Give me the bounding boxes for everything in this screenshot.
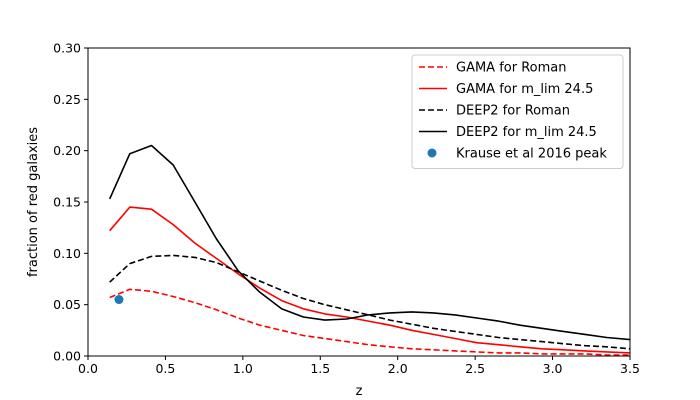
data-point-krause — [114, 295, 124, 305]
x-tick-label: 3.5 — [620, 361, 640, 376]
x-tick-label: 2.0 — [388, 361, 408, 376]
legend-label: Krause et al 2016 peak — [456, 147, 607, 162]
plot-area-frame — [87, 47, 631, 357]
series-line-2 — [109, 206, 631, 354]
legend-label: DEEP2 for Roman — [456, 104, 570, 119]
series-line-1 — [109, 288, 630, 356]
x-tick-label: 2.5 — [465, 361, 485, 376]
ticks-layer: 0.0 0.5 1.0 1.5 2.0 2.5 3.0 3.5 0.00 0.05 0.10 0.15… — [53, 41, 640, 377]
legend: GAMA for Roman GAMA for m_lim 24.5 DEEP2 f… — [411, 54, 624, 169]
y-tick-label: 0.30 — [53, 41, 81, 56]
x-tick-label: 0.5 — [155, 361, 175, 376]
series-layer — [108, 144, 631, 356]
y-tick-label: 0.00 — [53, 349, 81, 364]
x-tick-label: 0.0 — [78, 361, 98, 376]
x-tick-label: 1.0 — [233, 361, 253, 376]
y-tick-label: 0.10 — [53, 246, 81, 261]
x-tick-label: 1.5 — [310, 361, 330, 376]
legend-box — [411, 54, 624, 169]
y-tick-label: 0.20 — [53, 143, 81, 158]
points-layer — [114, 295, 124, 305]
y-tick-label: 0.25 — [53, 92, 81, 107]
legend-marker — [427, 148, 437, 158]
legend-label: DEEP2 for m_lim 24.5 — [456, 125, 597, 140]
x-axis-label: z — [356, 384, 363, 399]
series-line-3 — [109, 254, 631, 350]
series-line-4 — [108, 144, 631, 341]
y-tick-label: 0.15 — [53, 195, 81, 210]
y-tick-label: 0.05 — [53, 297, 81, 312]
x-tick-label: 3.0 — [543, 361, 563, 376]
y-axis-label: fraction of red galaxies — [26, 127, 41, 277]
legend-label: GAMA for Roman — [456, 61, 567, 76]
legend-label: GAMA for m_lim 24.5 — [456, 82, 593, 97]
